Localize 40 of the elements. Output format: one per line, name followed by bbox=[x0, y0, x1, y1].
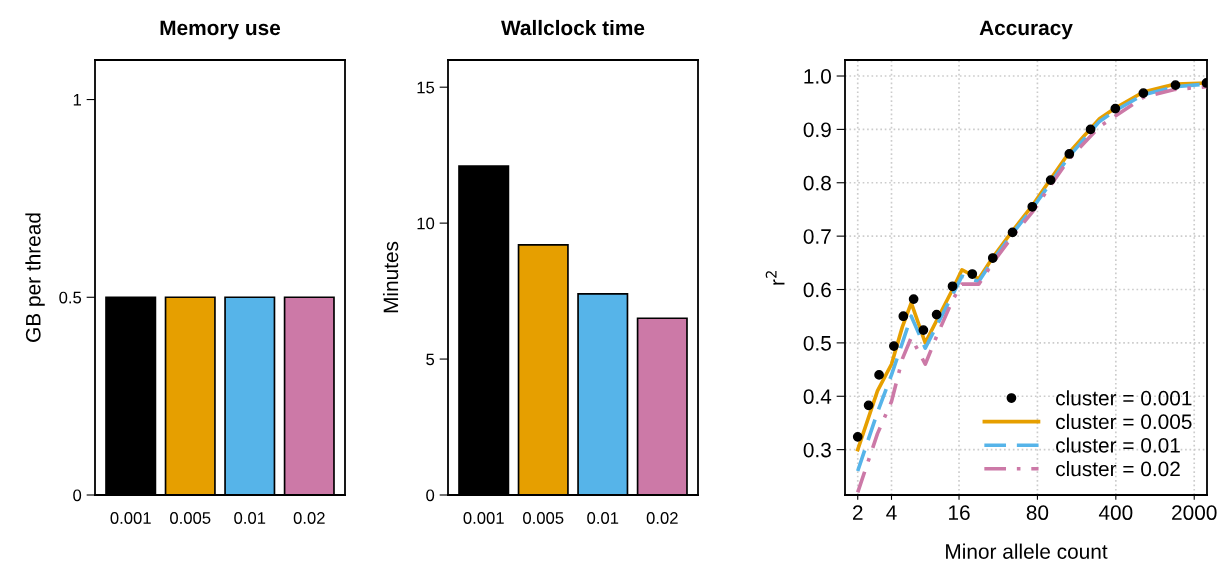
x-tick-label: 0.001 bbox=[110, 512, 151, 524]
y-tick-label: 0.8 bbox=[803, 175, 831, 191]
x-tick-label: 0.02 bbox=[293, 512, 325, 524]
x-tick-label: 4 bbox=[886, 505, 897, 520]
legend-label: cluster = 0.02 bbox=[1056, 461, 1180, 477]
legend-label: cluster = 0.001 bbox=[1056, 390, 1192, 406]
y-axis-title: Minutes bbox=[382, 241, 399, 313]
x-tick-label: 0.005 bbox=[170, 512, 211, 524]
y-tick-label: 0.9 bbox=[803, 122, 831, 138]
y-tick-label: 5 bbox=[426, 353, 435, 366]
y-tick-label: 1.0 bbox=[804, 69, 831, 84]
y-axis-title: GB per thread bbox=[25, 213, 45, 342]
y-axis-title: r$^{2}$ bbox=[765, 271, 785, 285]
legend-label: cluster = 0.01 bbox=[1056, 437, 1180, 453]
x-axis-title: Minor allele count bbox=[946, 543, 1108, 559]
chart-title: Memory use bbox=[160, 20, 281, 40]
y-tick-label: 0 bbox=[426, 489, 435, 502]
legend-label: cluster = 0.005 bbox=[1056, 413, 1192, 430]
y-tick-label: 10 bbox=[417, 217, 435, 230]
y-tick-label: 0.7 bbox=[803, 229, 831, 244]
x-tick-label: 2000 bbox=[1172, 505, 1217, 521]
x-tick-label: 400 bbox=[1098, 505, 1133, 521]
y-tick-label: 0 bbox=[73, 489, 82, 502]
x-tick-label: 0.005 bbox=[523, 512, 564, 524]
x-tick-label: 80 bbox=[1026, 505, 1049, 521]
y-tick-label: 0.4 bbox=[803, 389, 832, 405]
y-tick-label: 15 bbox=[417, 81, 435, 94]
x-tick-label: 2 bbox=[852, 505, 863, 520]
x-tick-label: 0.01 bbox=[234, 512, 266, 524]
y-tick-label: 0.3 bbox=[803, 442, 831, 458]
y-tick-label: 1 bbox=[73, 94, 81, 106]
y-tick-label: 0.5 bbox=[59, 291, 82, 304]
x-tick-label: 0.02 bbox=[646, 512, 678, 524]
y-tick-label: 0.5 bbox=[803, 335, 831, 351]
x-tick-label: 0.001 bbox=[463, 512, 504, 524]
chart-title: Accuracy bbox=[979, 20, 1073, 40]
y-tick-label: 0.6 bbox=[803, 282, 831, 298]
x-tick-label: 0.01 bbox=[587, 512, 619, 524]
chart-title: Wallclock time bbox=[501, 19, 645, 36]
x-tick-label: 16 bbox=[949, 505, 970, 521]
